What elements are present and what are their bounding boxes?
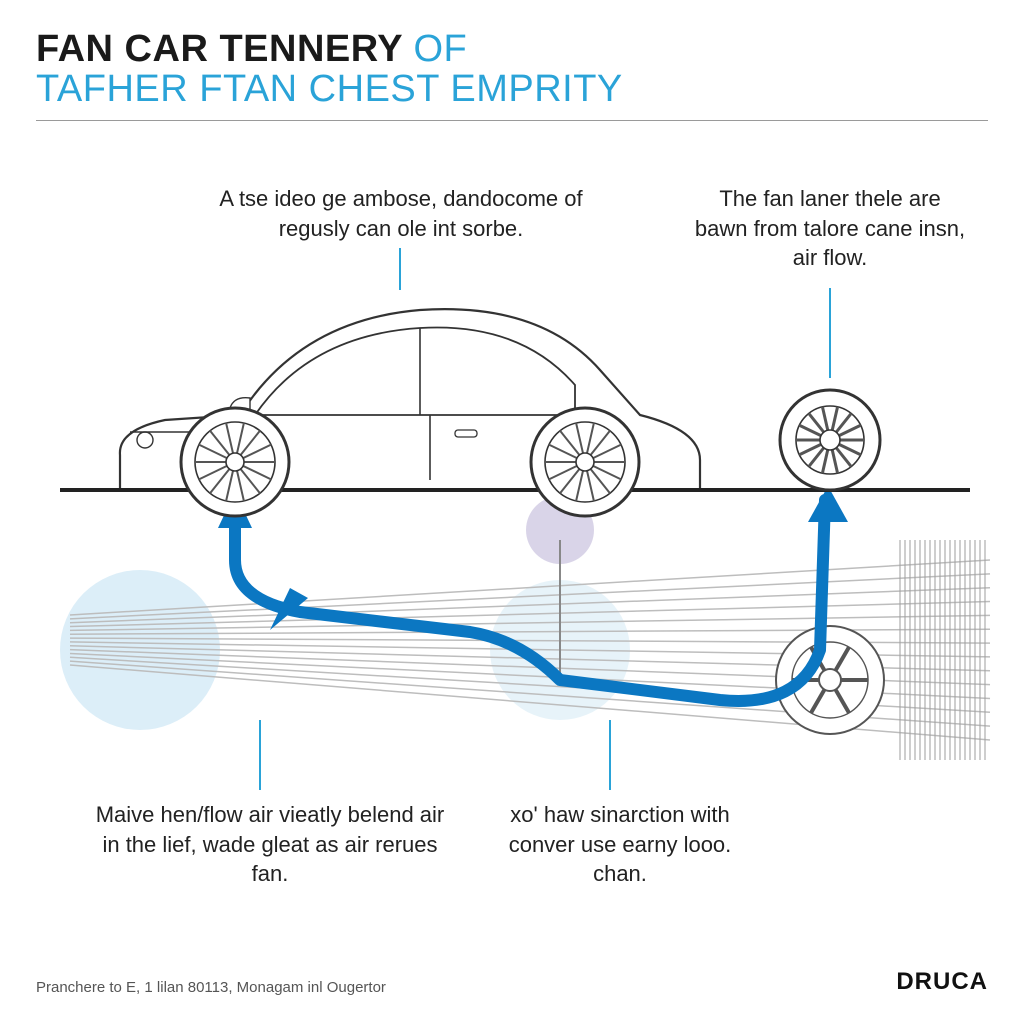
car-wheel-front-hub — [226, 453, 244, 471]
fan-wheel-hub — [820, 430, 840, 450]
footer-brand: DRUCA — [896, 968, 988, 996]
footer: Pranchere to E, 1 lilan 80113, Monagam i… — [36, 968, 988, 996]
diagram-svg — [0, 0, 1024, 1024]
underground-fan-hub — [819, 669, 841, 691]
car-wheel-rear-hub — [576, 453, 594, 471]
footer-credit: Pranchere to E, 1 lilan 80113, Monagam i… — [36, 979, 386, 996]
page-root: FAN CAR TENNERY OF TAFHER FTAN CHEST EMP… — [0, 0, 1024, 1024]
